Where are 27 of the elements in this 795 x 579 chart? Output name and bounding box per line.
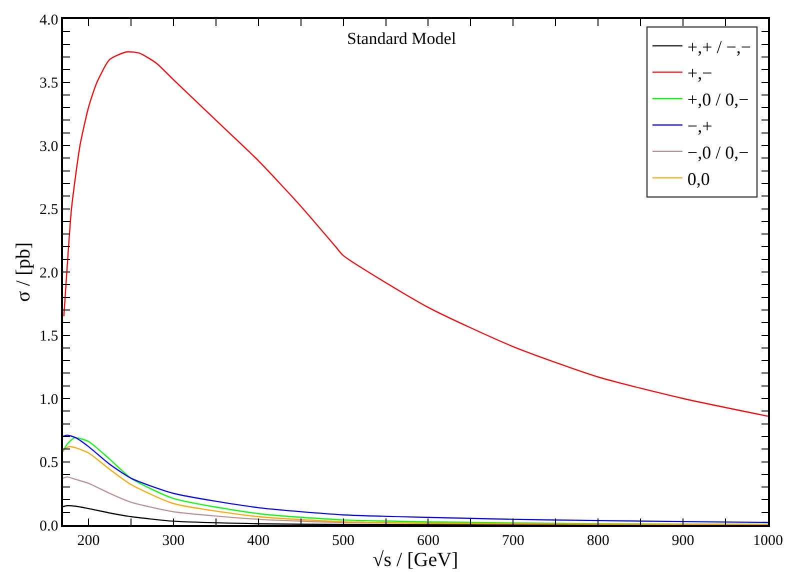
y-tick-label: 3.5 (40, 76, 58, 92)
x-tick-label: 1000 (753, 532, 783, 549)
x-axis-title: √s / [GeV] (372, 548, 458, 571)
x-tick-label: 800 (586, 532, 610, 549)
legend-label: −,0 / 0,− (687, 142, 749, 162)
y-tick-label: 2.0 (40, 265, 58, 282)
x-tick-label: 400 (247, 532, 270, 549)
x-tick-label: 600 (416, 532, 440, 549)
y-tick-label: 0.5 (40, 455, 58, 471)
y-tick-label: 4.0 (40, 12, 58, 28)
x-tick-label: 700 (502, 532, 524, 549)
y-tick-label: 2.5 (40, 202, 58, 218)
y-tick-label: 1.5 (40, 328, 58, 344)
legend-label: +,− (687, 63, 712, 84)
y-tick-label: 0.0 (40, 518, 58, 534)
legend-label: +,0 / 0,− (687, 90, 749, 110)
legend-label: 0,0 (687, 168, 710, 189)
x-tick-label: 300 (162, 532, 185, 549)
annotation: Standard Model (347, 29, 456, 48)
x-tick-label: 900 (672, 532, 694, 549)
y-axis-title: σ / [pb] (12, 242, 34, 302)
legend-label: +,+ / −,− (687, 36, 752, 57)
y-tick-label: 1.0 (40, 392, 58, 408)
legend-label: −,+ (687, 116, 712, 136)
x-tick-label: 200 (77, 532, 100, 549)
y-tick-label: 3.0 (40, 138, 58, 155)
x-tick-label: 500 (332, 532, 355, 549)
